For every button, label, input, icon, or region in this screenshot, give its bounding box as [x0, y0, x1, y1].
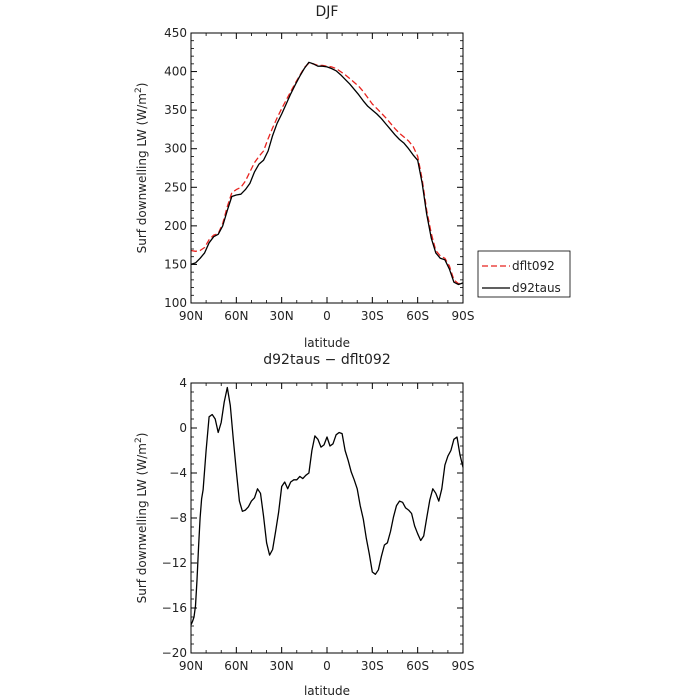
- top-series-line-d92taus: [190, 61, 464, 286]
- bottom-xtick-label: 60S: [406, 659, 429, 673]
- bottom-xtick-label: 30S: [361, 659, 384, 673]
- top-xtick-label: 90N: [179, 309, 203, 323]
- top-chart-title: DJF: [316, 4, 339, 20]
- bottom-chart-title: d92taus − dflt092: [263, 352, 390, 368]
- top-ytick-label: 100: [164, 296, 187, 310]
- top-ytick-label: 250: [164, 180, 187, 194]
- top-xtick-label: 60S: [406, 309, 429, 323]
- bottom-chart-xlabel: latitude: [304, 684, 350, 698]
- top-series-line-dflt092: [190, 62, 464, 285]
- bottom-chart-ylabel-end: ): [135, 433, 149, 438]
- top-ytick-label: 300: [164, 142, 187, 156]
- bottom-xtick-label: 90S: [452, 659, 475, 673]
- top-ytick-label: 450: [164, 26, 187, 40]
- legend: dflt092 d92taus: [477, 250, 571, 298]
- bottom-chart-panel: d92taus − dflt092 90N 60N 30N 0 30S 60S 90S −20…: [134, 352, 474, 698]
- bottom-xtick-label: 30N: [270, 659, 294, 673]
- bottom-chart-ylabel: Surf downwelling LW (W/m2): [134, 433, 149, 604]
- top-chart-ylabel: Surf downwelling LW (W/m2): [134, 83, 149, 254]
- top-xtick-label: 30S: [361, 309, 384, 323]
- bottom-ytick-label: −4: [169, 466, 187, 480]
- legend-box: [477, 250, 571, 298]
- legend-label-dflt092: dflt092: [512, 259, 555, 273]
- bottom-chart-series: [190, 386, 464, 626]
- top-chart-frame: [190, 32, 464, 304]
- top-xtick-label: 90S: [452, 309, 475, 323]
- bottom-xtick-label: 60N: [224, 659, 248, 673]
- bottom-ytick-label: 4: [179, 376, 187, 390]
- bottom-xtick-label: 90N: [179, 659, 203, 673]
- top-chart-ylabel-sup: 2: [134, 87, 144, 93]
- top-ytick-label: 400: [164, 65, 187, 79]
- top-ytick-label: 350: [164, 103, 187, 117]
- top-chart-ylabel-main: Surf downwelling LW (W/m: [135, 93, 149, 253]
- bottom-chart-ylabel-sup: 2: [134, 437, 144, 443]
- top-xtick-label: 30N: [270, 309, 294, 323]
- top-chart-panel: DJF 90N 60N 30N 0 30S 60S 90S 100 150 200 250 300 35…: [134, 4, 474, 350]
- top-xtick-label: 60N: [224, 309, 248, 323]
- legend-label-d92taus: d92taus: [512, 281, 561, 295]
- top-chart-ylabel-end: ): [135, 83, 149, 88]
- bottom-chart-frame: [190, 382, 464, 654]
- bottom-ytick-label: −16: [162, 601, 187, 615]
- bottom-ytick-label: −8: [169, 511, 187, 525]
- bottom-series-line-difference: [190, 386, 464, 626]
- bottom-ytick-label: 0: [179, 421, 187, 435]
- bottom-chart-ylabel-main: Surf downwelling LW (W/m: [135, 443, 149, 603]
- top-chart-ticks: 90N 60N 30N 0 30S 60S 90S 100 150 200 250 300 350 400…: [164, 26, 474, 323]
- top-ytick-label: 150: [164, 257, 187, 271]
- top-xtick-label: 0: [323, 309, 331, 323]
- bottom-xtick-label: 0: [323, 659, 331, 673]
- top-chart-xlabel: latitude: [304, 336, 350, 350]
- top-chart-series: [190, 61, 464, 286]
- bottom-ytick-label: −20: [162, 646, 187, 660]
- bottom-ytick-label: −12: [162, 556, 187, 570]
- top-ytick-label: 200: [164, 219, 187, 233]
